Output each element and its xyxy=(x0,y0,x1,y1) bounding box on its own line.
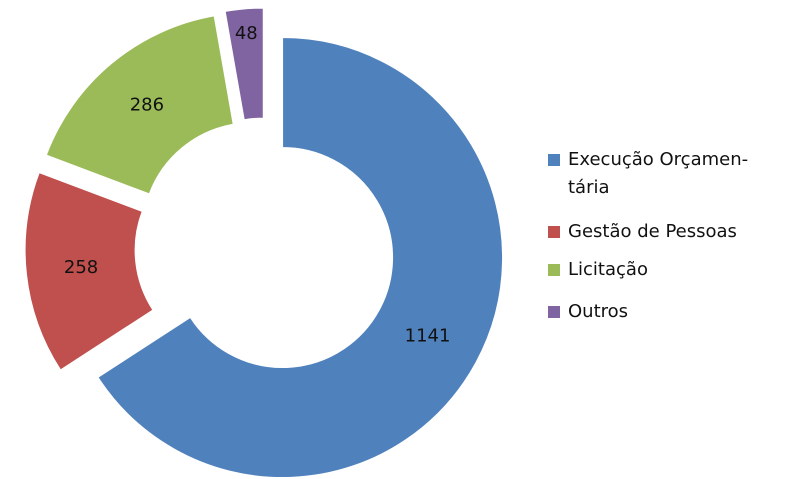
data-label: 48 xyxy=(235,23,258,44)
legend-label: Gestão de Pessoas xyxy=(568,221,737,242)
donut-slice xyxy=(45,15,234,195)
legend-line: tária xyxy=(568,177,610,198)
legend-swatch xyxy=(548,264,560,276)
data-label: 286 xyxy=(130,95,164,116)
donut-slice xyxy=(24,172,154,371)
legend-label: Licitação xyxy=(568,259,648,280)
donut-slice xyxy=(224,7,264,121)
legend-label: Outros xyxy=(568,301,628,322)
legend-label: Execução Orçamen-tária xyxy=(568,149,748,198)
data-label: 258 xyxy=(64,257,98,278)
legend-swatch xyxy=(548,306,560,318)
legend-swatch xyxy=(548,226,560,238)
data-label: 1141 xyxy=(405,325,451,346)
legend-swatch xyxy=(548,154,560,166)
donut-slice xyxy=(97,37,504,479)
legend-line: Execução Orçamen- xyxy=(568,149,748,170)
